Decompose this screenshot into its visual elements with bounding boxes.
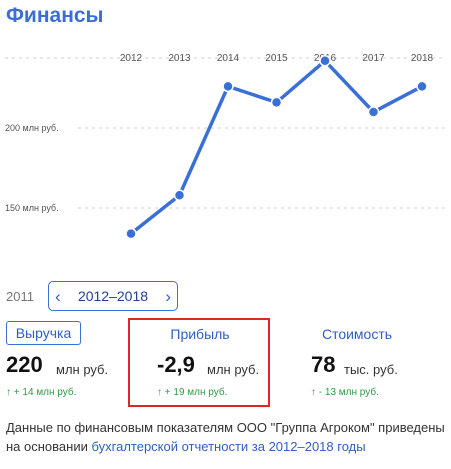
- data-point: [125, 227, 137, 240]
- profit-unit: млн руб.: [207, 362, 260, 377]
- data-point: [222, 80, 234, 93]
- data-point: [319, 55, 331, 67]
- footer-note: Данные по финансовым показателям ООО "Гр…: [6, 418, 446, 456]
- accounting-report-link[interactable]: бухгалтерской отчетности за 2012–2018 го…: [91, 439, 366, 454]
- revenue-value: 220: [6, 352, 43, 377]
- y-tick-label: 150 млн руб.: [5, 203, 59, 213]
- revenue-delta: ↑ + 14 млн руб.: [6, 387, 77, 398]
- x-tick-label: 2018: [411, 53, 434, 64]
- chart-y-axis: 200 млн руб. 150 млн руб.: [5, 123, 59, 213]
- cost-delta: ↑ - 13 млн руб.: [311, 387, 379, 398]
- x-tick-label: 2012: [120, 53, 143, 64]
- tab-profit[interactable]: Прибыль: [170, 326, 230, 342]
- data-point: [173, 189, 186, 201]
- profit-delta: ↑ + 19 млн руб.: [157, 387, 228, 398]
- data-point: [270, 96, 283, 109]
- finance-line-chart: 2012201320142015201620172018 200 млн руб…: [5, 53, 445, 240]
- period-range-selector[interactable]: ‹ 2012–2018 ›: [48, 281, 178, 311]
- y-tick-label: 200 млн руб.: [5, 123, 59, 133]
- profit-value: -2,9: [157, 352, 195, 377]
- tab-cost[interactable]: Стоимость: [321, 326, 393, 342]
- x-tick-label: 2014: [217, 53, 240, 64]
- selected-metric-highlight: [128, 318, 270, 407]
- data-point: [416, 80, 428, 93]
- footer-text: Данные по финансовым показателям ООО "Гр…: [6, 420, 445, 454]
- chart-grid: [5, 57, 445, 209]
- chevron-right-icon[interactable]: ›: [165, 286, 171, 306]
- x-tick-label: 2015: [265, 53, 288, 64]
- previous-period-year[interactable]: 2011: [6, 289, 34, 304]
- tab-revenue[interactable]: Выручка: [6, 321, 81, 345]
- data-point: [367, 106, 380, 118]
- cost-unit: тыс. руб.: [344, 362, 398, 377]
- chart-series: [125, 55, 428, 240]
- x-tick-label: 2017: [362, 53, 385, 64]
- x-tick-label: 2013: [168, 53, 191, 64]
- revenue-unit: млн руб.: [56, 362, 109, 377]
- cost-value: 78: [311, 352, 336, 377]
- period-range-label: 2012–2018: [77, 288, 149, 304]
- page-title: Финансы: [6, 4, 104, 27]
- chevron-left-icon[interactable]: ‹: [55, 286, 61, 306]
